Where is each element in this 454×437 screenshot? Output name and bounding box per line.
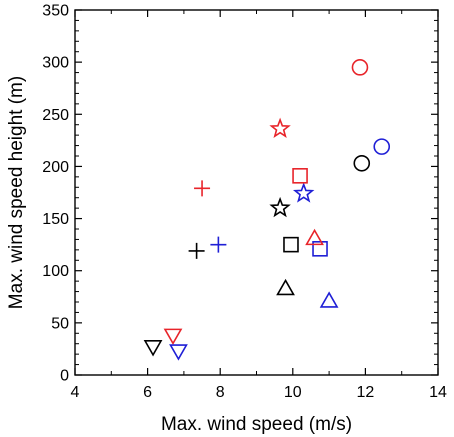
x-axis-title: Max. wind speed (m/s) (161, 414, 352, 435)
blue-circle-marker (373, 138, 391, 155)
y-tick-label: 300 (42, 55, 69, 72)
black-star-marker (269, 196, 291, 218)
black-triangle-up-marker (276, 278, 295, 296)
y-tick-label: 200 (42, 159, 69, 176)
red-triangle-down-marker (163, 328, 183, 345)
x-axis-tick-labels: 4 6 8 10 12 14 (71, 384, 447, 401)
black-square-marker (283, 236, 299, 253)
blue-square-marker (312, 241, 328, 257)
black-triangle-down-marker (143, 340, 163, 357)
red-triangle-up-marker (305, 228, 324, 246)
y-tick-label: 50 (51, 315, 69, 332)
x-tick-label: 10 (284, 384, 302, 401)
data-points (143, 59, 391, 361)
y-tick-label: 350 (42, 3, 69, 20)
x-tick-label: 12 (357, 384, 375, 401)
blue-triangle-up-marker (319, 291, 339, 308)
y-axis-title: Max. wind speed height (m) (6, 76, 27, 309)
black-plus-marker (188, 242, 205, 259)
plot-frame (74, 9, 439, 376)
x-tick-label: 14 (429, 384, 447, 401)
y-axis-tick-labels: 0 50 100 150 200 250 300 350 (42, 3, 69, 385)
y-tick-label: 250 (42, 107, 69, 124)
red-circle-marker (351, 59, 369, 76)
blue-plus-marker (210, 236, 227, 253)
x-tick-label: 8 (216, 384, 225, 401)
x-tick-label: 6 (143, 384, 152, 401)
blue-triangle-down-marker (169, 344, 188, 361)
y-axis-ticks (75, 9, 438, 376)
y-tick-label: 100 (42, 263, 69, 280)
plot-border (74, 9, 439, 376)
x-axis-ticks (74, 10, 439, 375)
blue-star-marker (292, 182, 315, 203)
y-tick-label: 150 (42, 211, 69, 228)
red-plus-marker (194, 180, 211, 197)
x-tick-label: 4 (71, 384, 80, 401)
black-circle-marker (353, 155, 371, 172)
red-star-marker (269, 117, 291, 139)
red-square-marker (292, 168, 308, 184)
y-tick-label: 0 (60, 368, 69, 385)
